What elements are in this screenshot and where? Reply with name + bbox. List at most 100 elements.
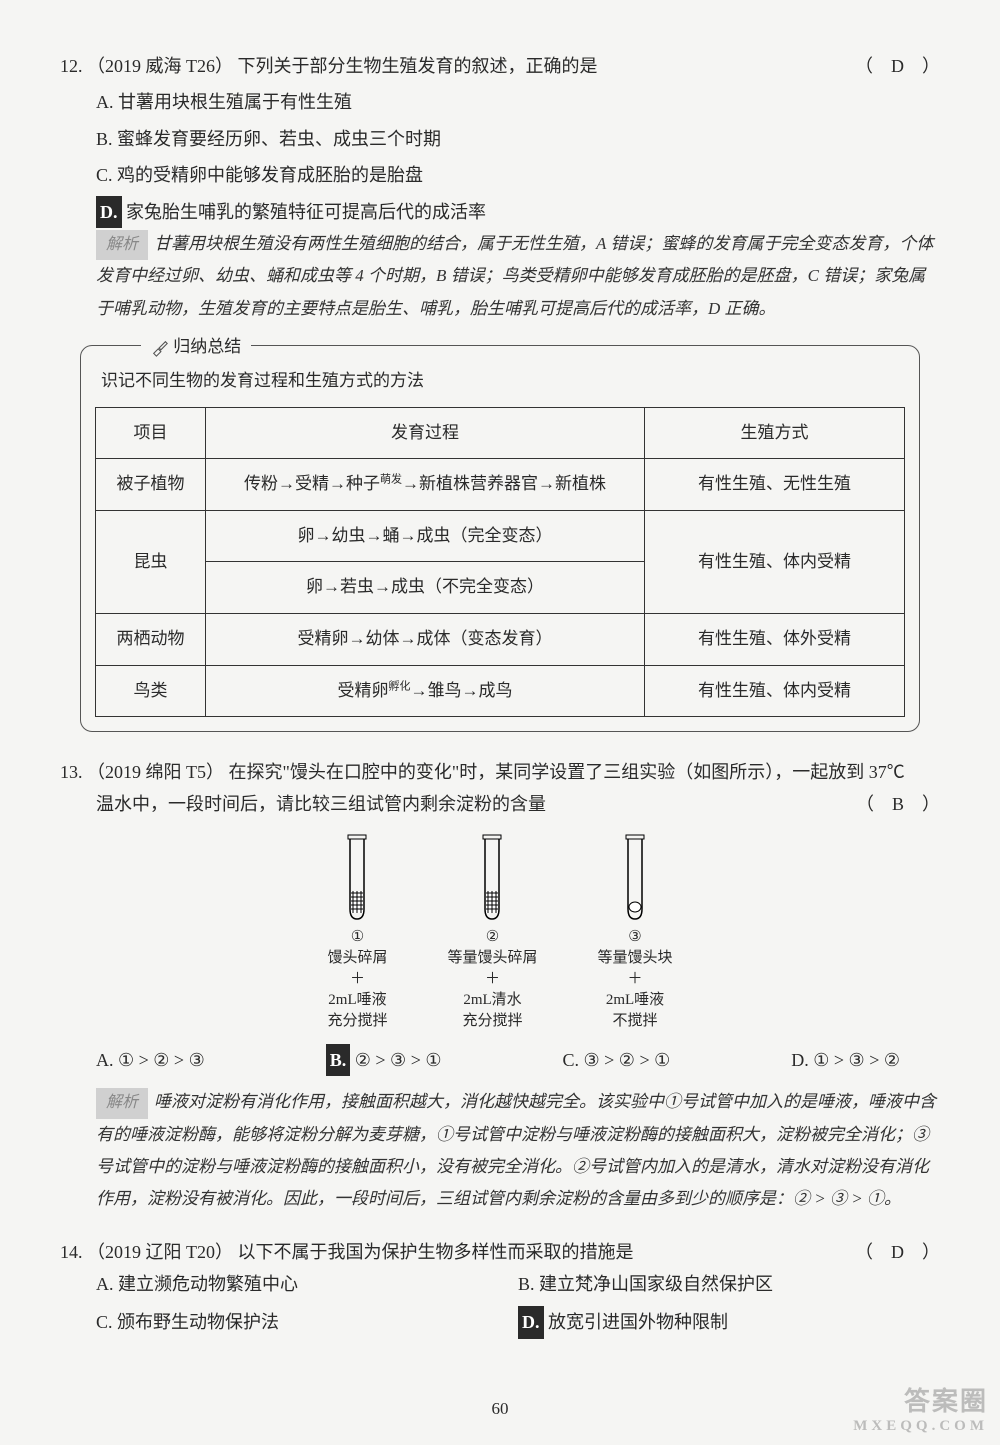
tube2-l3: 2mL清水: [447, 990, 537, 1011]
test-tube-icon: [618, 833, 652, 923]
q14-answer-paren: （ D ）: [855, 1236, 940, 1268]
tubes-figure: ① 馒头碎屑 ＋ 2mL唾液 充分搅拌 ②: [60, 833, 940, 1032]
q14-option-d-text: 放宽引进国外物种限制: [548, 1312, 728, 1332]
q12-option-a: A. 甘薯用块根生殖属于有性生殖: [96, 86, 940, 118]
table-row: 被子植物 传粉→受精→种子萌发→新植株营养器官→新植株 有性生殖、无性生殖: [96, 459, 905, 511]
watermark: 答案圈 MXEQQ.COM: [853, 1386, 988, 1435]
cell-r1c1: 被子植物: [96, 459, 206, 511]
q12-option-d: D. 家兔胎生哺乳的繁殖特征可提高后代的成活率: [96, 196, 940, 228]
q13-option-d: D. ① > ③ > ②: [791, 1044, 900, 1076]
table-header-row: 项目 发育过程 生殖方式: [96, 407, 905, 459]
q12-stem: 下列关于部分生物生殖发育的叙述，正确的是: [238, 56, 598, 76]
cell-r2c2a: 卵→幼虫→蛹→成虫（完全变态）: [206, 510, 645, 562]
tube2-l4: 充分搅拌: [447, 1011, 537, 1032]
q12-analysis-text: 甘薯用块根生殖没有两性生殖细胞的结合，属于无性生殖，A 错误；蜜蜂的发育属于完全…: [96, 234, 933, 318]
table-row: 鸟类 受精卵孵化→雏鸟→成鸟 有性生殖、体内受精: [96, 665, 905, 717]
biology-table: 项目 发育过程 生殖方式 被子植物 传粉→受精→种子萌发→新植株营养器官→新植株…: [95, 407, 905, 718]
tube1-l2: ＋: [327, 969, 387, 990]
cell-r3c2: 受精卵→幼体→成体（变态发育）: [206, 613, 645, 665]
question-14: 14. （2019 辽阳 T20） 以下不属于我国为保护生物多样性而采取的措施是…: [60, 1236, 940, 1339]
q12-option-b: B. 蜜蜂发育要经历卵、若虫、成虫三个时期: [96, 123, 940, 155]
tube1-num: ①: [327, 927, 387, 948]
q13-option-b-badge: B.: [326, 1044, 351, 1076]
cell-r1c2: 传粉→受精→种子萌发→新植株营养器官→新植株: [206, 459, 645, 511]
tube-2: ② 等量馒头碎屑 ＋ 2mL清水 充分搅拌: [447, 833, 537, 1032]
summary-label-text: 归纳总结: [173, 337, 241, 356]
q12-option-d-text: 家兔胎生哺乳的繁殖特征可提高后代的成活率: [126, 202, 486, 222]
q14-option-d-badge: D.: [518, 1306, 544, 1338]
q14-option-c: C. 颁布野生动物保护法: [96, 1306, 518, 1338]
q13-answer-paren: （ B ）: [856, 788, 940, 820]
tube1-l4: 充分搅拌: [327, 1011, 387, 1032]
q13-source: （2019 绵阳 T5）: [87, 762, 224, 782]
header-c2: 发育过程: [206, 407, 645, 459]
watermark-main: 答案圈: [904, 1387, 988, 1416]
analysis-label-icon: 解析: [96, 230, 148, 260]
q12-stem-row: 12. （2019 威海 T26） 下列关于部分生物生殖发育的叙述，正确的是 （…: [60, 50, 940, 82]
cell-r2c1: 昆虫: [96, 510, 206, 613]
tube3-num: ③: [598, 927, 673, 948]
cell-r4c2: 受精卵孵化→雏鸟→成鸟: [206, 665, 645, 717]
q14-stem-row: 14. （2019 辽阳 T20） 以下不属于我国为保护生物多样性而采取的措施是…: [60, 1236, 940, 1268]
watermark-sub: MXEQQ.COM: [853, 1417, 988, 1435]
tube3-l4: 不搅拌: [598, 1011, 673, 1032]
cell-r2c2b: 卵→若虫→成虫（不完全变态）: [206, 562, 645, 614]
q14-options: A. 建立濒危动物繁殖中心 B. 建立梵净山国家级自然保护区 C. 颁布野生动物…: [60, 1268, 940, 1339]
tube-3: ③ 等量馒头块 ＋ 2mL唾液 不搅拌: [598, 833, 673, 1032]
tube3-l2: ＋: [598, 969, 673, 990]
tube1-l3: 2mL唾液: [327, 990, 387, 1011]
q13-option-c: C. ③ > ② > ①: [563, 1044, 671, 1076]
q14-answer: D: [891, 1242, 904, 1262]
q12-answer: D: [891, 56, 904, 76]
tube3-l1: 等量馒头块: [598, 948, 673, 969]
tube2-num: ②: [447, 927, 537, 948]
q14-number: 14.: [60, 1242, 83, 1262]
q13-stem2-row: 温水中，一段时间后，请比较三组试管内剩余淀粉的含量 （ B ）: [60, 788, 940, 820]
hand-pen-icon: [151, 339, 169, 357]
header-c3: 生殖方式: [645, 407, 905, 459]
q13-option-a: A. ① > ② > ③: [96, 1044, 205, 1076]
table-row: 两栖动物 受精卵→幼体→成体（变态发育） 有性生殖、体外受精: [96, 613, 905, 665]
tube3-l3: 2mL唾液: [598, 990, 673, 1011]
q13-stem1: 13. （2019 绵阳 T5） 在探究"馒头在口腔中的变化"时，某同学设置了三…: [60, 756, 940, 788]
summary-box: 归纳总结 识记不同生物的发育过程和生殖方式的方法 项目 发育过程 生殖方式 被子…: [80, 345, 920, 732]
question-12: 12. （2019 威海 T26） 下列关于部分生物生殖发育的叙述，正确的是 （…: [60, 50, 940, 325]
q14-option-a: A. 建立濒危动物繁殖中心: [96, 1268, 518, 1300]
q13-answer: B: [892, 794, 904, 814]
table-row: 昆虫 卵→幼虫→蛹→成虫（完全变态） 有性生殖、体内受精: [96, 510, 905, 562]
q13-stem2: 温水中，一段时间后，请比较三组试管内剩余淀粉的含量: [96, 788, 546, 820]
q13-analysis: 解析唾液对淀粉有消化作用，接触面积越大，消化越快越完全。该实验中①号试管中加入的…: [60, 1086, 940, 1215]
tube1-l1: 馒头碎屑: [327, 948, 387, 969]
summary-title: 识记不同生物的发育过程和生殖方式的方法: [101, 366, 905, 397]
cell-r3c3: 有性生殖、体外受精: [645, 613, 905, 665]
question-13: 13. （2019 绵阳 T5） 在探究"馒头在口腔中的变化"时，某同学设置了三…: [60, 756, 940, 1215]
q14-stem: 以下不属于我国为保护生物多样性而采取的措施是: [238, 1242, 634, 1262]
q13-analysis-text: 唾液对淀粉有消化作用，接触面积越大，消化越快越完全。该实验中①号试管中加入的是唾…: [96, 1092, 936, 1208]
q14-option-b: B. 建立梵净山国家级自然保护区: [518, 1268, 940, 1300]
test-tube-icon: [340, 833, 374, 923]
q14-option-d: D. 放宽引进国外物种限制: [518, 1306, 940, 1338]
tube2-l1: 等量馒头碎屑: [447, 948, 537, 969]
tube2-l2: ＋: [447, 969, 537, 990]
q12-number: 12.: [60, 56, 83, 76]
q14-source: （2019 辽阳 T20）: [87, 1242, 233, 1262]
q12-answer-paren: （ D ）: [855, 50, 940, 82]
q13-option-b-text: ② > ③ > ①: [355, 1050, 442, 1070]
cell-r1c3: 有性生殖、无性生殖: [645, 459, 905, 511]
page-number: 60: [0, 1394, 1000, 1425]
cell-r2c3: 有性生殖、体内受精: [645, 510, 905, 613]
q13-number: 13.: [60, 762, 83, 782]
q12-option-d-badge: D.: [96, 196, 122, 228]
q13-options: A. ① > ② > ③ B. ② > ③ > ① C. ③ > ② > ① D…: [60, 1044, 940, 1076]
tube-1: ① 馒头碎屑 ＋ 2mL唾液 充分搅拌: [327, 833, 387, 1032]
q12-analysis: 解析甘薯用块根生殖没有两性生殖细胞的结合，属于无性生殖，A 错误；蜜蜂的发育属于…: [60, 228, 940, 325]
cell-r4c1: 鸟类: [96, 665, 206, 717]
q12-text: 12. （2019 威海 T26） 下列关于部分生物生殖发育的叙述，正确的是: [60, 50, 835, 82]
cell-r3c1: 两栖动物: [96, 613, 206, 665]
q12-source: （2019 威海 T26）: [87, 56, 233, 76]
q14-text: 14. （2019 辽阳 T20） 以下不属于我国为保护生物多样性而采取的措施是: [60, 1236, 835, 1268]
cell-r4c3: 有性生殖、体内受精: [645, 665, 905, 717]
tube-group: ① 馒头碎屑 ＋ 2mL唾液 充分搅拌 ②: [327, 833, 672, 1032]
analysis-label-icon: 解析: [96, 1088, 148, 1118]
q13-stem1-text: 在探究"馒头在口腔中的变化"时，某同学设置了三组实验（如图所示），一起放到 37…: [229, 762, 905, 782]
